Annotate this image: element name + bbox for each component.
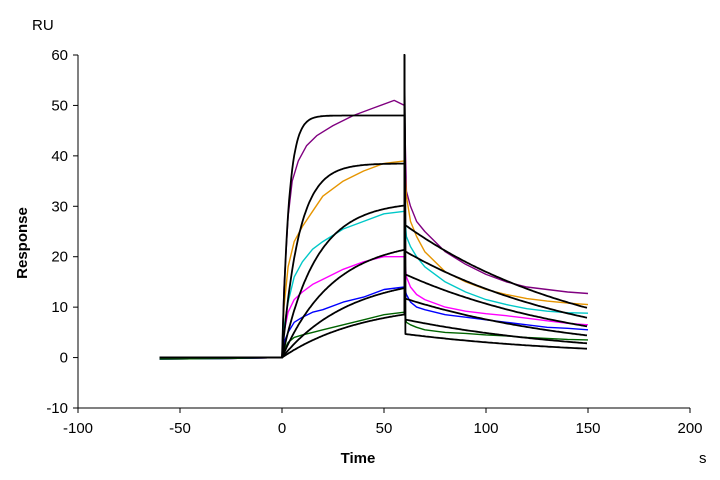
y-tick-label: 10 [51, 299, 68, 316]
y-tick-label: 20 [51, 249, 68, 266]
x-tick-label: 100 [473, 420, 498, 437]
fit-curve-10 [159, 54, 588, 359]
fit-curve-8 [159, 54, 588, 359]
fit-curve-7 [159, 54, 588, 359]
x-tick-label: 200 [677, 420, 702, 437]
x-tick-label: 0 [278, 420, 286, 437]
axes [77, 55, 690, 409]
plot-area [159, 54, 589, 360]
x-tick-label: -100 [63, 420, 93, 437]
y-tick-label: 40 [51, 148, 68, 165]
y-tick-label: 0 [60, 350, 68, 367]
y-axis-title: Response [14, 207, 31, 279]
x-tick-label: 50 [376, 420, 393, 437]
x-tick-label: 150 [575, 420, 600, 437]
x-tick-label: -50 [169, 420, 191, 437]
fit-curve-6 [159, 54, 588, 359]
y-tick-label: 50 [51, 97, 68, 114]
x-unit-label: s [699, 450, 707, 467]
y-tick-label: 30 [51, 198, 68, 215]
fit-curve-11 [159, 54, 588, 359]
x-axis-title: Time [341, 450, 376, 467]
fit-curve-9 [159, 54, 588, 359]
y-tick-label: 60 [51, 47, 68, 64]
measured-curve-1 [159, 160, 589, 360]
y-unit-label: RU [32, 17, 54, 34]
y-tick-label: -10 [46, 400, 68, 417]
